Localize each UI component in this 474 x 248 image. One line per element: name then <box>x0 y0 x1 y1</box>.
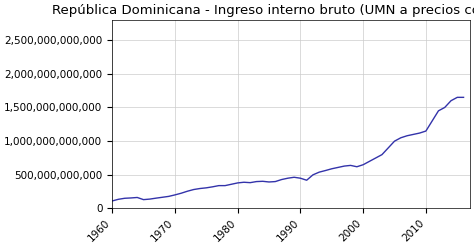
Title: República Dominicana - Ingreso interno bruto (UMN a precios constante: República Dominicana - Ingreso interno b… <box>52 4 474 17</box>
